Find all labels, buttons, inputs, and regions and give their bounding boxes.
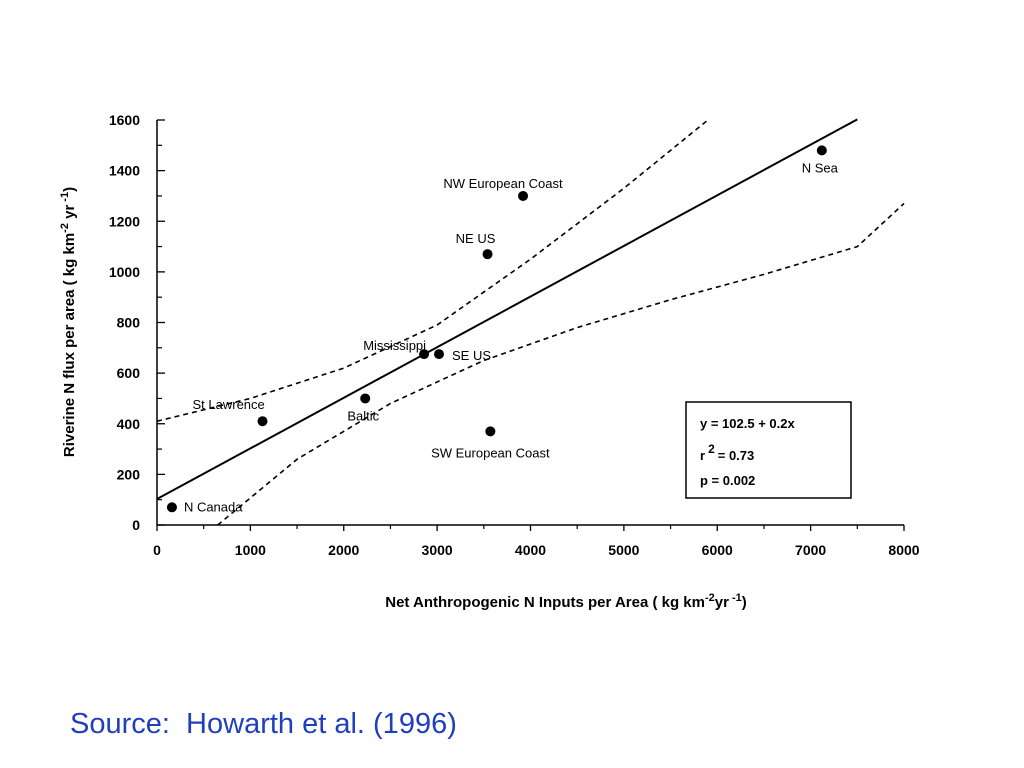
data-point	[166, 502, 177, 513]
x-axis-title: Net Anthropogenic N Inputs per Area ( kg…	[385, 592, 747, 611]
x-tick-label: 2000	[328, 542, 359, 558]
scatter-chart: 0 1000 2000 3000 4000 5000 6000 7000 8000 0 200 400…	[59, 112, 920, 611]
y-tick-label: 1400	[109, 163, 140, 179]
r-squared: r 2 = 0.73	[700, 442, 754, 463]
y-tick-label: 800	[117, 315, 141, 331]
x-tick-label: 0	[153, 542, 161, 558]
x-tick-label: 7000	[795, 542, 826, 558]
data-point	[518, 190, 529, 201]
point-label: N Sea	[802, 160, 839, 175]
data-point	[257, 416, 268, 427]
data-point	[482, 249, 493, 260]
x-tick-label: 1000	[235, 542, 266, 558]
point-label: Mississippi	[363, 338, 426, 353]
y-tick-label: 1200	[109, 213, 140, 229]
point-label: N Canada	[184, 499, 243, 514]
y-tick-label: 0	[132, 517, 140, 533]
confidence-lower-line	[217, 202, 905, 526]
data-point	[485, 426, 496, 437]
stats-box-border	[685, 401, 852, 499]
y-tick-label: 200	[117, 466, 141, 482]
regression-equation: y = 102.5 + 0.2x	[700, 416, 795, 431]
data-point	[433, 349, 444, 360]
data-point	[360, 393, 371, 404]
source-citation: Source: Howarth et al. (1996)	[70, 708, 457, 740]
y-tick-label: 1600	[109, 112, 140, 128]
point-label: NE US	[456, 231, 496, 246]
stats-box: y = 102.5 + 0.2x r 2 = 0.73 p = 0.002	[685, 401, 852, 499]
x-tick-label: 6000	[702, 542, 733, 558]
data-point	[816, 145, 827, 156]
x-tick-label: 4000	[515, 542, 546, 558]
axes: 0 1000 2000 3000 4000 5000 6000 7000 8000 0 200 400…	[109, 112, 920, 558]
point-label: NW European Coast	[443, 176, 563, 191]
point-label: Baltic	[347, 408, 379, 423]
data-point	[419, 349, 430, 360]
point-label: SE US	[452, 348, 491, 363]
point-label: SW European Coast	[431, 445, 550, 460]
y-tick-label: 400	[117, 416, 141, 432]
y-tick-label: 600	[117, 365, 141, 381]
point-label: St Lawrence	[193, 397, 265, 412]
p-value: p = 0.002	[700, 473, 755, 488]
data-points: N Canada St Lawrence Baltic Mississippi SE U…	[166, 145, 839, 514]
x-tick-label: 3000	[422, 542, 453, 558]
x-tick-label: 8000	[888, 542, 919, 558]
y-axis-title: Riverine N flux per area ( kg km-2 yr-1)	[59, 187, 78, 457]
confidence-upper-line	[156, 119, 709, 422]
x-tick-label: 5000	[608, 542, 639, 558]
regression-line	[156, 118, 858, 500]
y-tick-label: 1000	[109, 264, 140, 280]
regression-lines	[156, 118, 905, 526]
